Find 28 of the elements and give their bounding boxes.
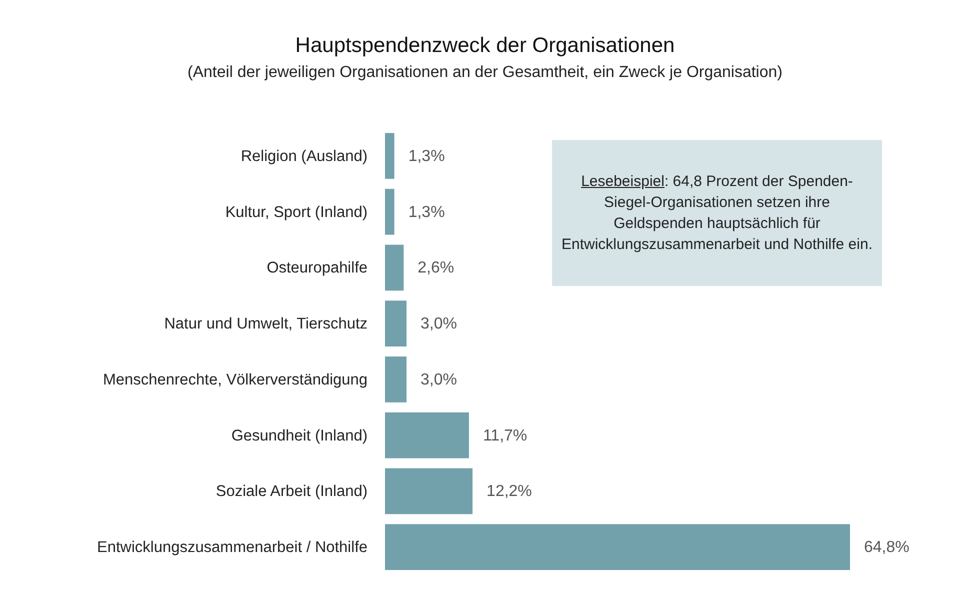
data-label: 1,3%: [408, 204, 445, 221]
bar: [385, 133, 394, 179]
data-label: 64,8%: [864, 539, 910, 556]
data-label: 1,3%: [408, 148, 445, 165]
data-label: 2,6%: [418, 260, 454, 277]
bar: [385, 244, 404, 291]
bar: [385, 412, 469, 458]
bar: [385, 300, 407, 346]
y-tick-label: Gesundheit (Inland): [231, 427, 368, 444]
y-tick-label: Natur und Umwelt, Tierschutz: [164, 316, 368, 333]
bar: [385, 524, 850, 570]
annotation: Lesebeispiel: 64,8 Prozent der Spenden-Siegel-Organisationen setzen ihre Geldspenden hauptsächlich für Entwicklungszusammenarbeit und Nothilfe ein.: [560, 172, 874, 255]
y-tick-label: Soziale Arbeit (Inland): [216, 483, 368, 500]
y-tick-label: Entwicklungszusammenarbeit / Nothilfe: [96, 539, 368, 556]
y-tick-label: Osteuropahilfe: [266, 260, 368, 277]
y-tick-label: Religion (Ausland): [240, 148, 368, 165]
note-box: Lesebeispiel: 64,8 Prozent der Spenden-Siegel-Organisationen setzen ihre Geldspenden hauptsächlich für Entwicklungszusammenarbeit und Nothilfe ein.: [552, 140, 882, 286]
chart-subtitle: (Anteil der jeweiligen Organisationen an der Gesamtheit, ein Zweck je Organisation): [186, 64, 784, 82]
y-tick-label: Menschenrechte, Völkerverständigung: [102, 371, 368, 388]
data-label: 3,0%: [420, 316, 457, 333]
data-label: 3,0%: [420, 371, 457, 388]
bar: [385, 468, 473, 514]
bar: [385, 188, 394, 235]
bar: [385, 356, 407, 402]
data-label: 11,7%: [482, 427, 528, 444]
y-tick-label: Kultur, Sport (Inland): [225, 204, 368, 221]
data-label: 12,2%: [486, 483, 532, 500]
chart-title: Hauptspendenzweck der Organisationen: [294, 34, 676, 58]
